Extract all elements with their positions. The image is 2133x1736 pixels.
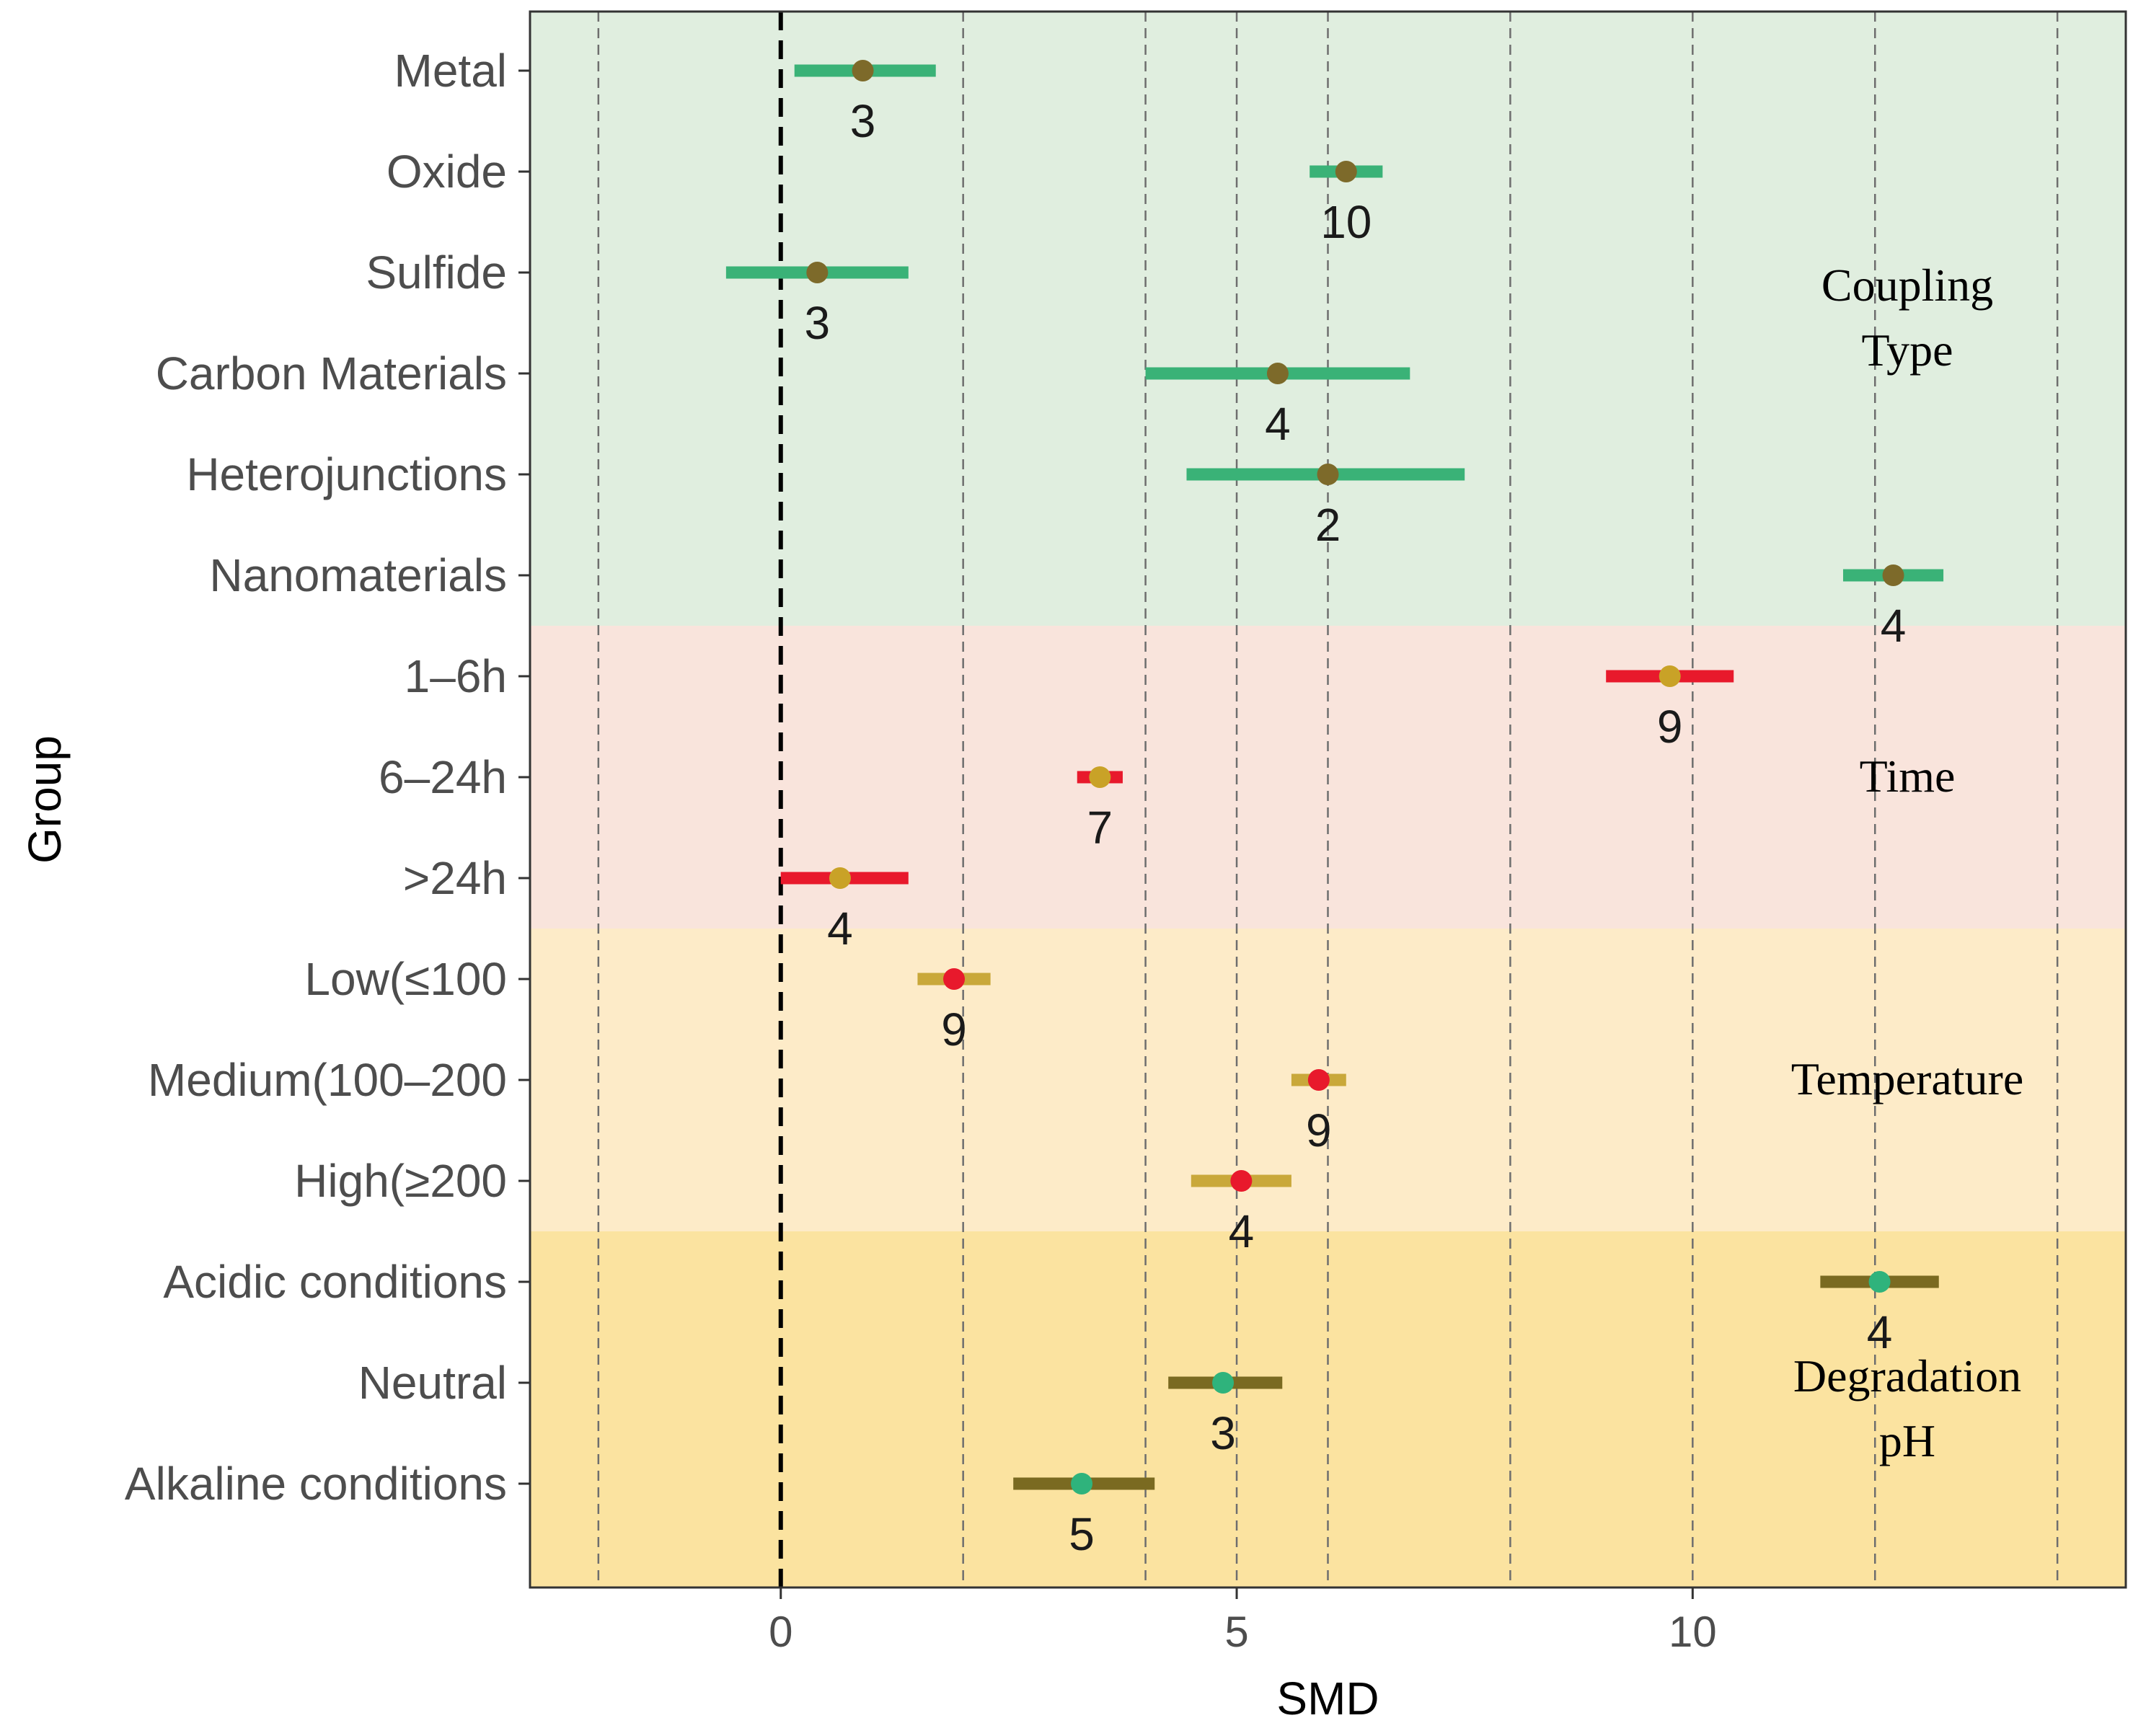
x-tick-label: 5 (1224, 1608, 1248, 1656)
y-tick-label: High(≥200 (294, 1155, 507, 1207)
count-label: 4 (1265, 398, 1291, 450)
group-label: Coupling (1821, 260, 1993, 311)
count-label: 9 (1657, 701, 1683, 753)
y-axis: Metal Oxide Sulfide Carbon Materials Heteroj… (125, 45, 530, 1510)
smd-point (1317, 464, 1339, 485)
x-axis: 0 5 10 (769, 1587, 1717, 1656)
smd-point (1882, 564, 1904, 586)
smd-point (829, 867, 851, 889)
smd-point (1868, 1271, 1891, 1293)
count-label: 4 (1229, 1205, 1255, 1257)
y-tick-label: Metal (394, 45, 508, 97)
y-axis-title: Group (19, 735, 71, 864)
y-tick-label: Carbon Materials (156, 347, 507, 399)
smd-point (852, 60, 874, 81)
smd-point (1307, 1069, 1330, 1091)
count-label: 5 (1069, 1508, 1095, 1560)
smd-point (1089, 766, 1111, 788)
count-label: 7 (1087, 802, 1113, 854)
group-label: pH (1879, 1415, 1935, 1466)
y-tick-label: Heterojunctions (186, 448, 507, 500)
y-tick-label: Sulfide (366, 247, 507, 298)
smd-point (806, 262, 829, 283)
smd-point (1266, 363, 1289, 384)
count-label: 3 (1210, 1407, 1236, 1459)
count-label: 4 (1867, 1306, 1893, 1358)
count-label: 2 (1315, 499, 1341, 551)
x-axis-title: SMD (1276, 1673, 1379, 1724)
smd-point (1335, 161, 1357, 182)
group-label: Time (1860, 750, 1956, 802)
group-label: Type (1861, 324, 1953, 376)
y-tick-label: Medium(100–200 (148, 1054, 507, 1106)
y-tick-label: Acidic conditions (163, 1256, 507, 1308)
plot-frame (529, 10, 2127, 1589)
smd-point (1071, 1473, 1093, 1494)
count-label: 10 (1320, 196, 1372, 248)
y-tick-label: Low(≤100 (304, 953, 507, 1005)
smd-points (806, 60, 1904, 1494)
gridlines (597, 12, 2059, 1587)
x-tick-label: 10 (1669, 1608, 1717, 1656)
count-label: 3 (805, 297, 831, 349)
count-label: 4 (827, 903, 853, 955)
group-label: Degradation (1793, 1350, 2021, 1401)
y-tick-label: 1–6h (405, 650, 507, 702)
smd-point (1659, 665, 1681, 687)
y-tick-label: Oxide (387, 146, 507, 198)
count-label: 4 (1881, 600, 1907, 652)
smd-point (1212, 1372, 1235, 1394)
smd-point (1230, 1170, 1253, 1192)
count-label: 3 (850, 95, 876, 147)
y-tick-label: Nanomaterials (209, 549, 507, 601)
smd-point (943, 968, 966, 990)
y-tick-label: 6–24h (379, 751, 507, 803)
group-labels: Coupling Type Time Temperature Degradation pH (1791, 260, 2023, 1466)
group-label: Temperature (1791, 1053, 2023, 1104)
x-tick-label: 0 (769, 1608, 792, 1656)
count-label: 9 (1306, 1104, 1332, 1156)
y-tick-label: >24h (403, 852, 507, 904)
y-tick-label: Alkaline conditions (125, 1458, 507, 1510)
count-label: 9 (941, 1004, 967, 1055)
y-tick-label: Neutral (358, 1357, 507, 1409)
